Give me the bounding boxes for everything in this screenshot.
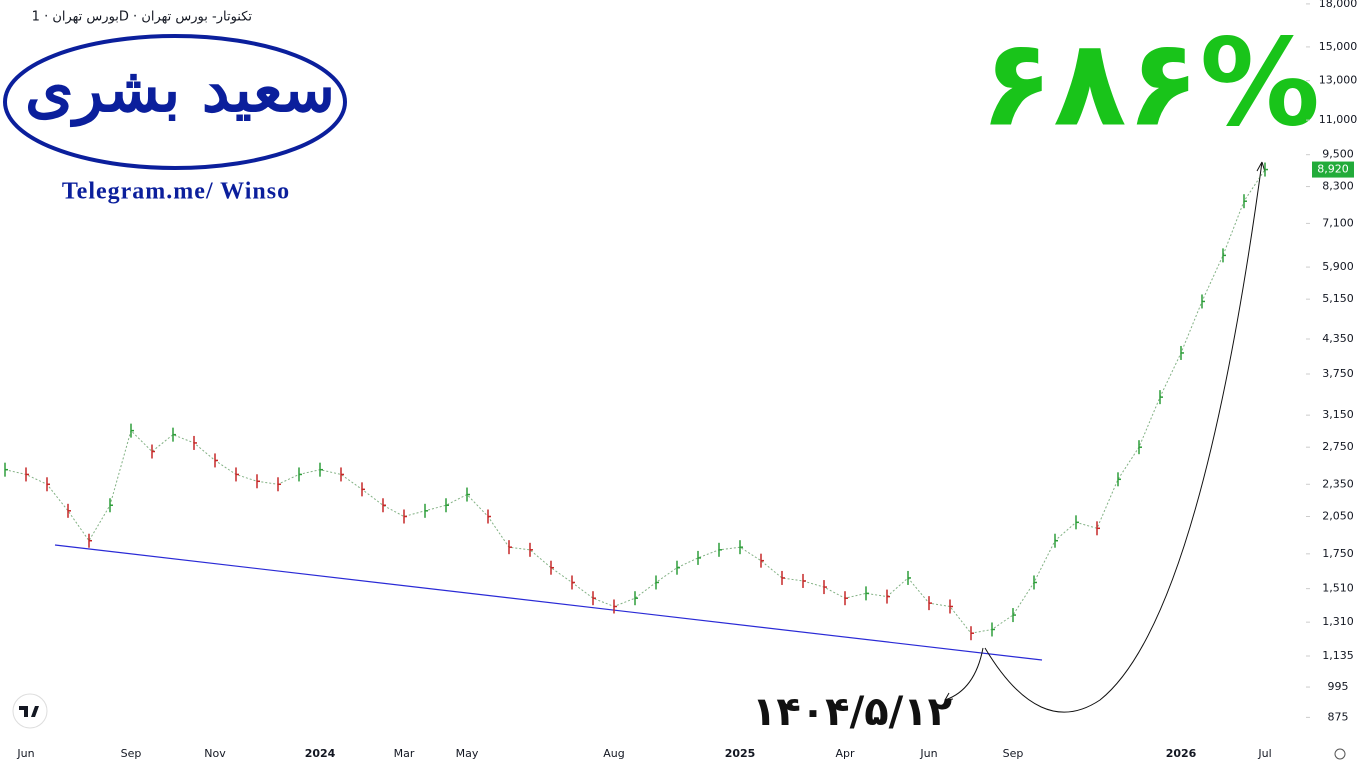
- x-tick-label: Apr: [835, 747, 855, 760]
- last-price-box: [1312, 161, 1354, 178]
- y-tick-label: 1,135: [1322, 649, 1354, 662]
- y-tick-label: 18,000: [1319, 0, 1358, 10]
- logo: سعید بشری Telegram.me/ Winso: [3, 34, 347, 205]
- x-tick-label: Aug: [603, 747, 624, 760]
- y-tick-label: 9,500: [1322, 148, 1354, 161]
- y-tick-label: 15,000: [1319, 40, 1358, 53]
- date-arrow: [944, 647, 984, 701]
- y-tick-label: 995: [1328, 680, 1349, 693]
- x-tick-label: Jun: [919, 747, 937, 760]
- y-tick-label: 5,150: [1322, 292, 1354, 305]
- y-tick-label: 7,100: [1322, 216, 1354, 229]
- x-tick-label: 2024: [305, 747, 336, 760]
- y-tick-label: 1,750: [1322, 547, 1354, 560]
- x-tick-label: Jul: [1257, 747, 1271, 760]
- x-tick-label: May: [456, 747, 479, 760]
- tv-logo-circle: [12, 693, 48, 729]
- tv-logo: [12, 693, 48, 729]
- gain-annotation: ۶۸۶%: [980, 15, 1320, 154]
- x-tick-label: Nov: [204, 747, 226, 760]
- price-line: [4, 169, 1266, 634]
- y-tick-label: 2,050: [1322, 509, 1354, 522]
- y-tick-label: 1,510: [1322, 582, 1354, 595]
- header: بورس تهران · 1D · تکنوتار- بورس تهران: [32, 10, 253, 25]
- date-annotation: ۱۴۰۴/۵/۱۲: [752, 689, 952, 735]
- x-tick-label: Jun: [16, 747, 34, 760]
- y-tick-label: 4,350: [1322, 332, 1354, 345]
- y-tick-label: 2,350: [1322, 477, 1354, 490]
- tv-logo-mark: [19, 706, 39, 717]
- x-tick-label: Sep: [121, 747, 142, 760]
- y-tick-label: 13,000: [1319, 74, 1358, 87]
- y-tick-label: 11,000: [1319, 113, 1358, 126]
- y-tick-label: 3,150: [1322, 408, 1354, 421]
- logo-link: Telegram.me/ Winso: [62, 179, 290, 205]
- y-tick-label: 3,750: [1322, 367, 1354, 380]
- last-price-label: 8,920: [1317, 163, 1349, 176]
- y-tick-label: 5,900: [1322, 260, 1354, 273]
- gain-arrow: [984, 161, 1263, 713]
- y-tick-label: 2,750: [1322, 440, 1354, 453]
- x-tick-label: Sep: [1003, 747, 1024, 760]
- x-tick-label: 2026: [1166, 747, 1197, 760]
- logo-name: سعید بشری: [25, 53, 335, 128]
- y-tick-label: 8,300: [1322, 180, 1354, 193]
- x-tick-label: Mar: [394, 747, 415, 760]
- logo-ellipse: [3, 34, 347, 170]
- settings-icon[interactable]: [1334, 748, 1346, 760]
- date-arrow-head: [944, 692, 954, 701]
- y-tick-label: 1,310: [1322, 615, 1354, 628]
- y-tick-label: 875: [1328, 710, 1349, 723]
- trend-line: [54, 544, 1043, 661]
- x-tick-label: 2025: [725, 747, 756, 760]
